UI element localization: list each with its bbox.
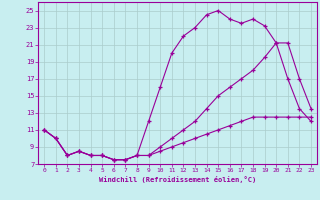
X-axis label: Windchill (Refroidissement éolien,°C): Windchill (Refroidissement éolien,°C) [99, 176, 256, 183]
